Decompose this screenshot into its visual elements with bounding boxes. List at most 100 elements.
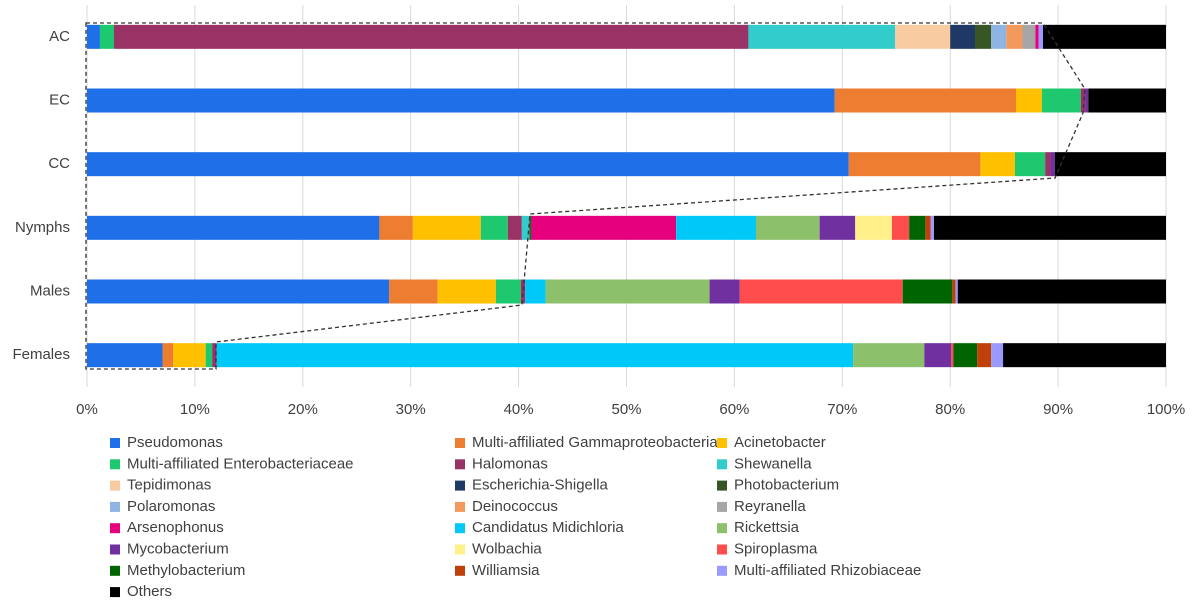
- legend-swatch: [717, 459, 727, 470]
- y-tick-label: Females: [12, 346, 70, 363]
- bar-segment: [412, 215, 481, 240]
- bar-segment: [955, 279, 958, 304]
- bar-segment: [1006, 24, 1023, 49]
- bar-segment: [1088, 88, 1166, 113]
- legend-swatch: [455, 544, 465, 555]
- zoom-outline: [85, 22, 1086, 370]
- bar-segment: [1035, 24, 1039, 49]
- legend-label: Williamsia: [472, 562, 540, 579]
- bar-segment: [930, 215, 935, 240]
- bar-segment: [113, 24, 749, 49]
- legend-label: Deinococcus: [472, 498, 558, 515]
- bar-segment: [902, 279, 953, 304]
- bars: [87, 24, 1166, 368]
- bar-segment: [525, 279, 546, 304]
- bar-segment: [991, 343, 1004, 368]
- bar-segment: [507, 215, 522, 240]
- legend-label: Spiroplasma: [734, 540, 818, 557]
- legend-swatch: [455, 438, 465, 448]
- bar-segment: [173, 343, 206, 368]
- bar-segment: [480, 215, 508, 240]
- bar-segment: [212, 343, 217, 368]
- bar-segment: [521, 215, 530, 240]
- legend-swatch: [110, 523, 120, 534]
- x-tick-label: 50%: [611, 401, 641, 418]
- legend-swatch: [455, 480, 465, 491]
- bar-segment: [977, 343, 992, 368]
- legend-label: Acinetobacter: [734, 434, 826, 451]
- bar-segment: [991, 24, 1007, 49]
- bar-segment: [1050, 152, 1055, 177]
- legend-swatch: [110, 587, 120, 598]
- legend-swatch: [110, 565, 120, 576]
- bar-segment: [1042, 24, 1166, 49]
- bar-segment: [1003, 343, 1166, 368]
- bar-segment: [934, 215, 1166, 240]
- bar-segment: [545, 279, 710, 304]
- bar-segment: [951, 343, 954, 368]
- bar-segment: [520, 279, 526, 304]
- y-tick-label: CC: [48, 155, 70, 172]
- legend-label: Multi-affiliated Enterobacteriaceae: [127, 455, 354, 472]
- bar-segment: [924, 343, 952, 368]
- bar-segment: [87, 215, 380, 240]
- bar-segment: [1022, 24, 1036, 49]
- legend-label: Polaromonas: [127, 498, 215, 515]
- bar-segment: [853, 343, 925, 368]
- x-tick-label: 80%: [935, 401, 965, 418]
- x-tick-label: 90%: [1043, 401, 1073, 418]
- bar-segment: [87, 343, 163, 368]
- bar-segment: [389, 279, 438, 304]
- bar-segment: [739, 279, 903, 304]
- labels: 0% 10% 20% 30% 40% 50% 60% 70% 80% 90% 100% AC EC CC N…: [12, 28, 1185, 600]
- legend-label: Arsenophonus: [127, 519, 224, 536]
- legend-label: Methylobacterium: [127, 562, 245, 579]
- bar-segment: [909, 215, 926, 240]
- legend-label: Rickettsia: [734, 519, 800, 536]
- bar-segment: [957, 279, 1166, 304]
- legend-swatch: [110, 544, 120, 555]
- legend-swatch: [717, 523, 727, 534]
- legend-swatch: [717, 565, 727, 576]
- bar-segment: [950, 24, 976, 49]
- legend-label: Tepidimonas: [127, 477, 211, 494]
- legend-swatch: [455, 523, 465, 534]
- bar-segment: [99, 24, 114, 49]
- x-tick-label: 40%: [504, 401, 534, 418]
- x-tick-label: 10%: [180, 401, 210, 418]
- bar-segment: [855, 215, 892, 240]
- bar-segment: [87, 88, 835, 113]
- x-tick-label: 0%: [76, 401, 98, 418]
- legend-label: Candidatus Midichloria: [472, 519, 624, 536]
- bar-segment: [1080, 88, 1086, 113]
- legend-swatch: [717, 438, 727, 448]
- bar-segment: [437, 279, 496, 304]
- bar-segment: [891, 215, 910, 240]
- bar-segment: [1038, 24, 1043, 49]
- bar-segment: [676, 215, 756, 240]
- grid: [86, 5, 1167, 387]
- y-tick-label: Nymphs: [15, 219, 70, 236]
- legend-label: Escherichia-Shigella: [472, 477, 609, 494]
- bar-segment: [895, 24, 951, 49]
- legend-label: Mycobacterium: [127, 540, 229, 557]
- bar-segment: [709, 279, 740, 304]
- legend-swatch: [455, 565, 465, 576]
- x-tick-label: 100%: [1147, 401, 1185, 418]
- bar-segment: [1054, 152, 1166, 177]
- legend-swatch: [110, 501, 120, 512]
- legend-label: Others: [127, 583, 172, 600]
- bar-segment: [531, 215, 677, 240]
- bar-segment: [834, 88, 1017, 113]
- bar-segment: [205, 343, 213, 368]
- legend-label: Reyranella: [734, 498, 806, 515]
- bar-segment: [980, 152, 1015, 177]
- legend-label: Shewanella: [734, 455, 812, 472]
- bar-segment: [1085, 88, 1089, 113]
- bar-segment: [975, 24, 992, 49]
- legend-label: Multi-affiliated Rhizobiaceae: [734, 562, 921, 579]
- y-tick-label: EC: [49, 91, 70, 108]
- bar-segment: [819, 215, 856, 240]
- bar-segment: [216, 343, 854, 368]
